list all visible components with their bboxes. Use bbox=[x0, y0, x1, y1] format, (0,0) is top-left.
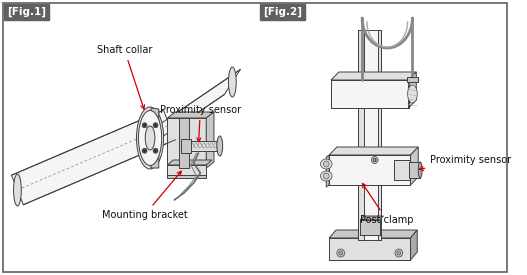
Ellipse shape bbox=[324, 173, 329, 179]
Polygon shape bbox=[331, 72, 416, 80]
Polygon shape bbox=[329, 238, 411, 260]
Ellipse shape bbox=[154, 149, 157, 152]
Ellipse shape bbox=[143, 124, 146, 127]
Polygon shape bbox=[168, 175, 206, 178]
Ellipse shape bbox=[395, 249, 403, 257]
Text: Proximity sensor: Proximity sensor bbox=[419, 155, 511, 170]
Polygon shape bbox=[206, 112, 214, 168]
Polygon shape bbox=[329, 147, 418, 155]
Polygon shape bbox=[358, 30, 364, 240]
Ellipse shape bbox=[373, 158, 376, 161]
Ellipse shape bbox=[324, 161, 329, 167]
Ellipse shape bbox=[372, 156, 378, 164]
Text: [Fig.1]: [Fig.1] bbox=[7, 7, 46, 17]
Ellipse shape bbox=[153, 148, 158, 153]
Polygon shape bbox=[326, 155, 329, 187]
Ellipse shape bbox=[142, 148, 147, 153]
Text: [Fig.2]: [Fig.2] bbox=[264, 7, 302, 17]
Polygon shape bbox=[331, 80, 408, 108]
Ellipse shape bbox=[153, 123, 158, 128]
Polygon shape bbox=[408, 162, 420, 178]
Polygon shape bbox=[142, 70, 240, 150]
Polygon shape bbox=[189, 141, 220, 151]
Ellipse shape bbox=[407, 85, 417, 103]
Polygon shape bbox=[181, 139, 191, 153]
Ellipse shape bbox=[418, 162, 422, 178]
Polygon shape bbox=[360, 216, 383, 220]
Polygon shape bbox=[168, 160, 212, 165]
Ellipse shape bbox=[136, 107, 163, 169]
Polygon shape bbox=[411, 147, 418, 185]
Polygon shape bbox=[329, 230, 417, 238]
Ellipse shape bbox=[320, 159, 332, 169]
Polygon shape bbox=[168, 165, 206, 175]
Polygon shape bbox=[179, 118, 189, 168]
Polygon shape bbox=[407, 77, 418, 82]
Ellipse shape bbox=[143, 149, 146, 152]
Text: Shaft collar: Shaft collar bbox=[97, 45, 152, 109]
Ellipse shape bbox=[229, 67, 236, 97]
Polygon shape bbox=[411, 230, 417, 260]
Polygon shape bbox=[151, 108, 159, 168]
Polygon shape bbox=[358, 30, 382, 240]
Ellipse shape bbox=[142, 123, 147, 128]
Ellipse shape bbox=[397, 251, 401, 255]
Polygon shape bbox=[168, 118, 206, 168]
Ellipse shape bbox=[139, 111, 162, 166]
Ellipse shape bbox=[320, 171, 332, 181]
Polygon shape bbox=[377, 30, 382, 240]
Ellipse shape bbox=[154, 124, 157, 127]
Text: Proximity sensor: Proximity sensor bbox=[160, 105, 241, 142]
Polygon shape bbox=[360, 220, 379, 235]
Ellipse shape bbox=[339, 251, 343, 255]
Text: Mounting bracket: Mounting bracket bbox=[102, 171, 188, 220]
Polygon shape bbox=[394, 160, 411, 180]
Polygon shape bbox=[329, 155, 411, 185]
Polygon shape bbox=[12, 110, 175, 205]
Polygon shape bbox=[408, 72, 416, 108]
Ellipse shape bbox=[145, 126, 155, 150]
Ellipse shape bbox=[14, 174, 21, 206]
Text: Post clamp: Post clamp bbox=[360, 183, 414, 225]
Ellipse shape bbox=[337, 249, 345, 257]
Polygon shape bbox=[168, 112, 214, 118]
Ellipse shape bbox=[217, 136, 223, 156]
